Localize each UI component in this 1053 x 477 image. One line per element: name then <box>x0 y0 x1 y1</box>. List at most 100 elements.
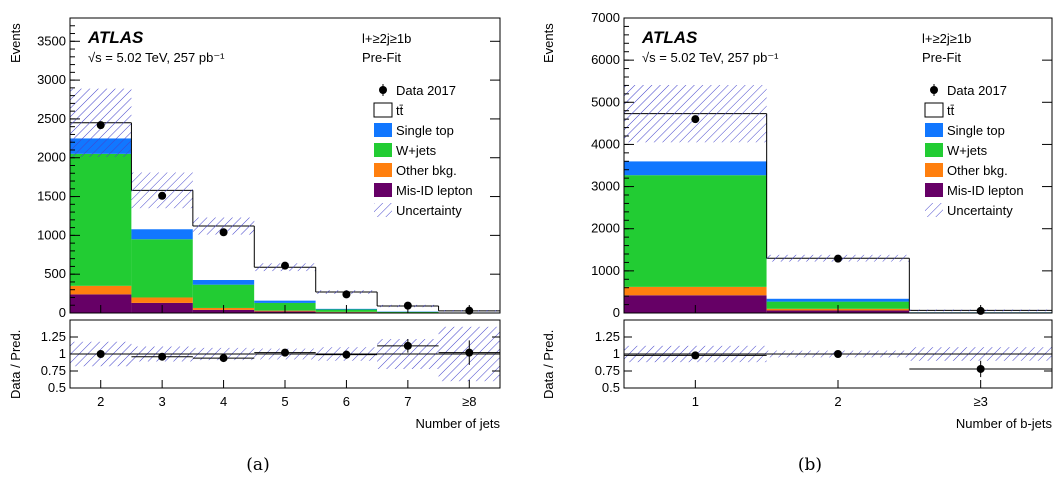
x-tick-label: 4 <box>220 394 227 409</box>
ratio-plot: 0.5 0.75 1 1.25 1 2 ≥3 <box>595 319 1053 409</box>
x-tick-label: 2 <box>97 394 104 409</box>
data-point <box>219 228 228 237</box>
stack-bar-3 <box>254 300 316 303</box>
y-tick-label: 2500 <box>37 111 66 126</box>
stack-bar-4 <box>254 267 316 301</box>
stack-bar-0 <box>70 294 132 313</box>
energy-label: √s = 5.02 TeV, 257 pb⁻¹ <box>642 50 779 65</box>
stack-bar-1 <box>131 297 193 303</box>
data-point <box>691 115 700 124</box>
legend-swatch <box>925 203 943 217</box>
legend-swatch <box>373 102 393 118</box>
ratio-tick-label: 1.25 <box>595 329 620 344</box>
y-tick-label: 1000 <box>591 263 620 278</box>
x-tick-label: ≥3 <box>973 394 987 409</box>
ratio-point <box>976 364 985 373</box>
legend-label: Mis-ID lepton <box>396 183 473 198</box>
y-tick-label: 5000 <box>591 94 620 109</box>
data-point <box>158 191 167 200</box>
stack-bar-1 <box>624 286 767 296</box>
ratio-point <box>834 350 842 358</box>
atlas-label: ATLAS <box>641 28 698 47</box>
ratio-point <box>342 350 351 359</box>
main-plot: 0 500 1000 1500 2000 2500 3000 3500 <box>37 17 501 320</box>
legend-label: Mis-ID lepton <box>947 183 1024 198</box>
legend-label: Single top <box>396 123 454 138</box>
y-tick-label: 7000 <box>591 10 620 25</box>
stack-bar-2 <box>192 284 255 308</box>
y-tick-label: 0 <box>613 305 620 320</box>
y-axis-label: Events <box>8 23 23 63</box>
x-tick-label: 2 <box>834 394 841 409</box>
legend: Data 2017 tt̄ Single top W+jets Other bkg. Mi… <box>924 83 1024 218</box>
y-axis-label: Events <box>541 23 556 63</box>
main-plot: 0 1000 2000 3000 4000 5000 6000 7000 <box>591 10 1053 320</box>
y-tick-label: 1500 <box>37 189 66 204</box>
y-tick-label: 2000 <box>37 150 66 165</box>
ratio-point <box>465 348 474 357</box>
stack-bar-3 <box>192 280 255 285</box>
y-tick-label: 6000 <box>591 52 620 67</box>
legend-label: Uncertainty <box>396 203 462 218</box>
stack-bar-4 <box>315 292 378 309</box>
stack-bar-0 <box>624 295 767 313</box>
legend-swatch <box>374 163 392 177</box>
legend-label: Other bkg. <box>396 163 457 178</box>
y-tick-label: 500 <box>44 266 66 281</box>
stack-bar-2 <box>624 175 767 287</box>
data-point <box>96 121 105 130</box>
legend-label: W+jets <box>947 143 988 158</box>
x-axis-label: Number of jets <box>415 416 500 431</box>
data-point <box>834 254 842 263</box>
legend-swatch <box>925 143 943 157</box>
panel-caption: (b) <box>798 455 822 475</box>
atlas-label: ATLAS <box>87 28 144 47</box>
legend-swatch <box>924 102 944 118</box>
legend-label: Data 2017 <box>947 83 1007 98</box>
ratio-axis-label: Data / Pred. <box>541 330 556 399</box>
legend-label: Data 2017 <box>396 83 456 98</box>
stack-bar-3 <box>131 229 193 240</box>
ratio-tick-label: 1.25 <box>41 329 66 344</box>
ratio-point <box>281 348 289 357</box>
ratio-tick-label: 1 <box>613 346 620 361</box>
legend-marker <box>930 86 938 94</box>
stack-bar-1 <box>70 285 132 295</box>
ratio-point <box>219 354 228 363</box>
stack-bar-2 <box>131 239 193 298</box>
panel-caption: (a) <box>246 455 269 475</box>
legend-swatch <box>374 123 392 137</box>
y-tick-label: 4000 <box>591 136 620 151</box>
y-tick-label: 1000 <box>37 227 66 242</box>
stage-label: Pre-Fit <box>362 50 401 65</box>
legend-label: tt̄ <box>947 103 955 118</box>
x-tick-label: 5 <box>281 394 288 409</box>
x-tick-label: 6 <box>343 394 350 409</box>
legend-label: tt̄ <box>396 103 404 118</box>
stack-bar-4 <box>766 258 910 299</box>
ratio-tick-label: 1 <box>59 346 66 361</box>
ratio-tick-label: 0.5 <box>48 380 66 395</box>
ratio-point <box>96 350 105 358</box>
legend: Data 2017 tt̄ Single top W+jets Other bkg. Mi… <box>373 83 473 218</box>
data-point <box>281 261 289 270</box>
ratio-tick-label: 0.75 <box>595 363 620 378</box>
uncertainty-band <box>192 217 255 235</box>
stack-bar-3 <box>624 161 767 176</box>
uncertainty-band <box>624 85 767 143</box>
x-tick-label: ≥8 <box>462 394 476 409</box>
legend-swatch <box>374 143 392 157</box>
legend-swatch <box>925 183 943 197</box>
x-tick-label: 3 <box>159 394 166 409</box>
legend-swatch <box>925 123 943 137</box>
data-point <box>342 290 351 299</box>
region-label: l+≥2j≥1b <box>362 31 411 46</box>
legend-label: Single top <box>947 123 1005 138</box>
legend-swatch <box>925 163 943 177</box>
legend-label: W+jets <box>396 143 437 158</box>
stack-bar-3 <box>766 298 910 302</box>
chart-panel-a: Events Data / Pred. 0 500 1000 1500 2000 2500… <box>8 17 501 475</box>
ratio-tick-label: 0.5 <box>602 380 620 395</box>
energy-label: √s = 5.02 TeV, 257 pb⁻¹ <box>88 50 225 65</box>
stage-label: Pre-Fit <box>922 50 961 65</box>
